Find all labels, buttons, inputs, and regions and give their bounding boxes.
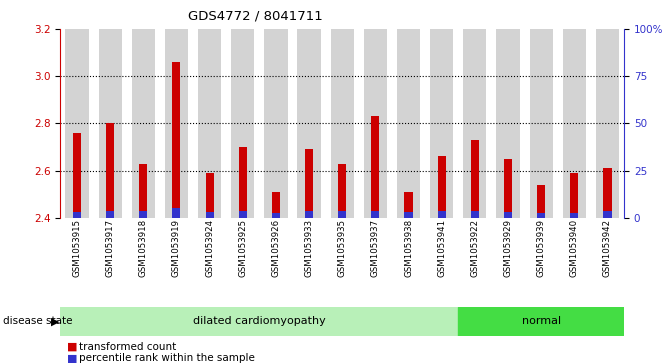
- Bar: [165, 29, 188, 218]
- Text: GSM1053933: GSM1053933: [305, 219, 313, 277]
- Bar: [305, 211, 313, 218]
- Text: GSM1053937: GSM1053937: [371, 219, 380, 277]
- Bar: [504, 212, 512, 218]
- Bar: [172, 208, 180, 218]
- Bar: [405, 192, 413, 218]
- Text: GSM1053935: GSM1053935: [338, 219, 347, 277]
- Bar: [437, 211, 446, 218]
- Bar: [132, 29, 155, 218]
- Text: GSM1053929: GSM1053929: [503, 219, 513, 277]
- Bar: [305, 149, 313, 218]
- Text: GSM1053918: GSM1053918: [139, 219, 148, 277]
- Bar: [529, 29, 553, 218]
- Bar: [504, 159, 512, 218]
- Text: GSM1053926: GSM1053926: [271, 219, 280, 277]
- Bar: [264, 29, 287, 218]
- Text: GDS4772 / 8041711: GDS4772 / 8041711: [188, 9, 322, 22]
- Text: GSM1053917: GSM1053917: [105, 219, 115, 277]
- Bar: [73, 133, 81, 218]
- Bar: [364, 29, 387, 218]
- Bar: [570, 173, 578, 218]
- Bar: [205, 212, 213, 218]
- Bar: [65, 29, 89, 218]
- Text: GSM1053919: GSM1053919: [172, 219, 181, 277]
- Bar: [338, 211, 346, 218]
- Text: disease state: disease state: [3, 316, 73, 326]
- Bar: [458, 307, 624, 336]
- Bar: [139, 163, 148, 218]
- Bar: [570, 213, 578, 218]
- Text: GSM1053941: GSM1053941: [437, 219, 446, 277]
- Bar: [563, 29, 586, 218]
- Bar: [537, 185, 546, 218]
- Bar: [198, 29, 221, 218]
- Text: GSM1053915: GSM1053915: [72, 219, 81, 277]
- Bar: [371, 116, 379, 218]
- Bar: [497, 29, 519, 218]
- Bar: [430, 29, 454, 218]
- Bar: [371, 211, 379, 218]
- Bar: [106, 211, 114, 218]
- Bar: [239, 211, 247, 218]
- Bar: [331, 29, 354, 218]
- Text: GSM1053939: GSM1053939: [537, 219, 546, 277]
- Text: GSM1053942: GSM1053942: [603, 219, 612, 277]
- Bar: [437, 156, 446, 218]
- Bar: [463, 29, 486, 218]
- Text: GSM1053922: GSM1053922: [470, 219, 479, 277]
- Bar: [106, 123, 114, 218]
- Bar: [471, 140, 479, 218]
- Bar: [272, 213, 280, 218]
- Bar: [596, 29, 619, 218]
- Bar: [397, 29, 420, 218]
- Bar: [603, 211, 611, 218]
- Bar: [239, 147, 247, 218]
- Text: ■: ■: [67, 353, 78, 363]
- Text: GSM1053925: GSM1053925: [238, 219, 247, 277]
- Text: GSM1053924: GSM1053924: [205, 219, 214, 277]
- Bar: [297, 29, 321, 218]
- Text: transformed count: transformed count: [79, 342, 176, 352]
- Bar: [60, 307, 458, 336]
- Text: dilated cardiomyopathy: dilated cardiomyopathy: [193, 316, 325, 326]
- Bar: [537, 213, 546, 218]
- Bar: [205, 173, 213, 218]
- Text: GSM1053940: GSM1053940: [570, 219, 579, 277]
- Bar: [272, 192, 280, 218]
- Bar: [99, 29, 121, 218]
- Bar: [603, 168, 611, 218]
- Bar: [405, 212, 413, 218]
- Text: percentile rank within the sample: percentile rank within the sample: [79, 353, 255, 363]
- Bar: [172, 62, 180, 218]
- Bar: [73, 212, 81, 218]
- Bar: [471, 211, 479, 218]
- Bar: [139, 211, 148, 218]
- Text: GSM1053938: GSM1053938: [404, 219, 413, 277]
- Bar: [338, 163, 346, 218]
- Bar: [231, 29, 254, 218]
- Text: ■: ■: [67, 342, 78, 352]
- Text: normal: normal: [521, 316, 561, 326]
- Text: ▶: ▶: [51, 316, 59, 326]
